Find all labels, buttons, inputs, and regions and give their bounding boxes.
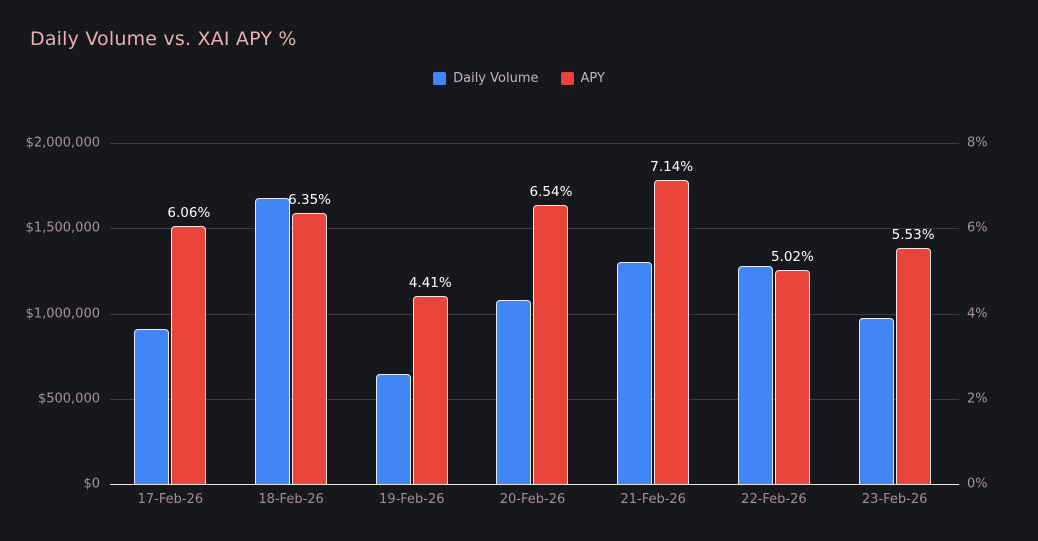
left-axis-tick: $1,500,000 bbox=[25, 220, 100, 236]
x-axis-label: 21-Feb-26 bbox=[620, 492, 686, 507]
x-axis-label: 23-Feb-26 bbox=[861, 492, 928, 507]
bar-group-17-feb-26: 6.06% bbox=[110, 143, 231, 484]
apy-value-label: 5.53% bbox=[891, 227, 935, 244]
bar-apy[interactable]: 7.14% bbox=[650, 159, 693, 484]
bar-apy[interactable]: 6.06% bbox=[167, 205, 210, 484]
apy-swatch-icon bbox=[560, 72, 574, 85]
bar-group-21-feb-26: 7.14% bbox=[593, 143, 714, 484]
apy-value-label: 7.14% bbox=[650, 158, 694, 175]
bar-apy[interactable]: 6.35% bbox=[288, 192, 331, 484]
bar-group-22-feb-26: 5.02% bbox=[714, 143, 835, 484]
apy-value-label: 6.35% bbox=[288, 192, 331, 209]
bar-daily-volume[interactable] bbox=[737, 265, 773, 484]
x-axis-line bbox=[110, 484, 959, 485]
apy-value-label: 6.54% bbox=[529, 184, 573, 201]
bar-apy[interactable]: 5.53% bbox=[892, 227, 935, 484]
right-axis-tick: 2% bbox=[967, 391, 988, 407]
bar-group-23-feb-26: 5.53% bbox=[834, 143, 955, 484]
right-axis-tick: 0% bbox=[967, 476, 988, 492]
x-axis-label: 20-Feb-26 bbox=[499, 492, 566, 507]
gridline bbox=[110, 143, 959, 144]
bar-apy[interactable]: 4.41% bbox=[409, 275, 452, 484]
left-axis-tick: $1,000,000 bbox=[25, 306, 100, 321]
bar-group-18-feb-26: 6.35% bbox=[231, 143, 352, 484]
bar-daily-volume[interactable] bbox=[375, 374, 411, 484]
left-axis-tick: $2,000,000 bbox=[25, 135, 100, 151]
bar-daily-volume[interactable] bbox=[617, 261, 653, 484]
legend-item-daily-volume[interactable]: Daily Volume bbox=[433, 71, 539, 86]
bar-daily-volume[interactable] bbox=[496, 299, 532, 484]
bar-group-19-feb-26: 4.41% bbox=[351, 143, 472, 484]
daily-volume-swatch-icon bbox=[433, 72, 447, 85]
bar-daily-volume[interactable] bbox=[134, 328, 170, 484]
right-axis-tick: 4% bbox=[967, 306, 988, 321]
bar-apy[interactable]: 5.02% bbox=[771, 249, 814, 484]
legend: Daily Volume APY bbox=[0, 71, 1038, 86]
x-axis-label: 17-Feb-26 bbox=[137, 492, 204, 507]
x-axis-label: 19-Feb-26 bbox=[379, 492, 445, 507]
legend-item-apy[interactable]: APY bbox=[560, 71, 605, 86]
bar-apy[interactable]: 6.54% bbox=[530, 184, 572, 484]
chart-title: Daily Volume vs. XAI APY % bbox=[30, 28, 297, 50]
right-axis-tick: 8% bbox=[967, 135, 988, 151]
x-axis-label: 18-Feb-26 bbox=[258, 492, 324, 507]
left-axis-tick: $500,000 bbox=[37, 391, 100, 407]
bar-group-20-feb-26: 6.54% bbox=[472, 143, 593, 484]
apy-value-label: 5.02% bbox=[770, 249, 814, 266]
bar-daily-volume[interactable] bbox=[255, 198, 291, 484]
apy-value-label: 4.41% bbox=[408, 275, 452, 292]
legend-label-daily-volume: Daily Volume bbox=[453, 71, 539, 86]
apy-value-label: 6.06% bbox=[167, 204, 211, 221]
left-axis-tick: $0 bbox=[83, 476, 100, 492]
bar-daily-volume[interactable] bbox=[858, 317, 894, 484]
plot-area: $2,000,000 8% $1,500,000 6% $1,000,000 4% $500… bbox=[26, 136, 988, 508]
legend-label-apy: APY bbox=[580, 71, 605, 86]
x-axis-label: 22-Feb-26 bbox=[741, 492, 807, 507]
right-axis-tick: 6% bbox=[967, 220, 988, 236]
